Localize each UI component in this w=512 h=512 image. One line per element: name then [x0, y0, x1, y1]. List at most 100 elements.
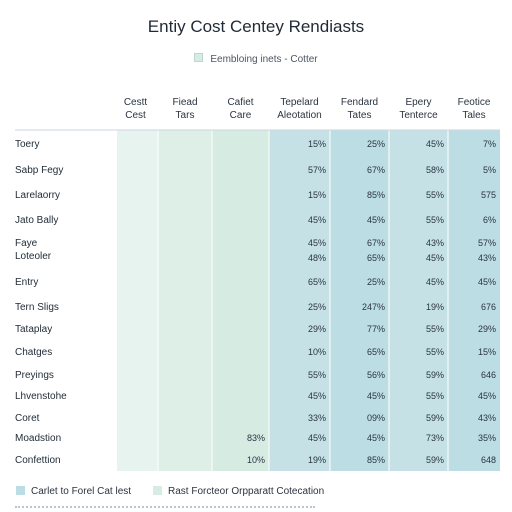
row-label: Jato Bally — [15, 214, 58, 227]
column-header: Fendard Tates — [325, 96, 395, 122]
column-header-line: Tars — [175, 110, 195, 121]
column-band-7 — [448, 130, 500, 471]
column-band-1 — [117, 130, 158, 471]
table-cell: 57% — [307, 165, 326, 175]
column-header-line: Feotice — [457, 97, 491, 108]
row-label: Moadstion — [15, 432, 61, 445]
row-label: Chatges — [15, 346, 52, 359]
table-cell: 45% — [366, 215, 385, 225]
table-cell: 45% — [425, 253, 444, 263]
legend-swatch — [16, 486, 25, 495]
row-label-line: Toery — [15, 139, 40, 150]
table-cell: 65% — [307, 277, 326, 287]
row-label: Larelaorry — [15, 189, 60, 202]
row-label-line: Loteoler — [15, 251, 52, 262]
column-header-line: Epery — [405, 97, 432, 108]
table-cell: 85% — [366, 455, 385, 465]
table-cell: 55% — [307, 370, 326, 380]
table-cell: 77% — [366, 324, 385, 334]
table-cell: 45% — [366, 433, 385, 443]
column-header: Epery Tenterce — [384, 96, 454, 122]
legend-item: Carlet to Forel Cat lest — [16, 486, 131, 497]
table-cell: 45% — [307, 391, 326, 401]
row-label-line: Sabp Fegy — [15, 165, 64, 176]
row-label-line: Moadstion — [15, 433, 62, 444]
row-label-line: Tataplay — [15, 324, 53, 335]
table-cell: 45% — [425, 139, 444, 149]
table-cell: 83% — [246, 433, 265, 443]
column-band-4 — [269, 130, 330, 471]
table-cell: 48% — [307, 253, 326, 263]
row-label-line: Faye — [15, 238, 38, 249]
table-cell: 575 — [480, 190, 496, 200]
table-cell: 55% — [425, 391, 444, 401]
table-cell: 59% — [425, 455, 444, 465]
column-header-line: Care — [229, 110, 252, 121]
table-cell: 67% — [366, 165, 385, 175]
subtitle-text: Eembloing inets - Cotter — [210, 54, 318, 65]
row-label: Entry — [15, 276, 38, 289]
table-cell: 5% — [482, 165, 496, 175]
table-cell: 45% — [307, 238, 326, 248]
table-cell: 29% — [477, 324, 496, 334]
row-label-line: Entry — [15, 277, 39, 288]
row-label-line: Tern Sligs — [15, 302, 59, 313]
table-cell: 15% — [307, 190, 326, 200]
row-label-line: Confettion — [15, 455, 61, 466]
table-cell: 55% — [425, 324, 444, 334]
column-band-6 — [389, 130, 448, 471]
column-header-line: Cest — [125, 110, 146, 121]
table-cell: 59% — [425, 370, 444, 380]
legend-swatch — [153, 486, 162, 495]
chart-subtitle: Eembloing inets - Cotter — [0, 53, 512, 65]
legend-item: Rast Forcteor Orpparatt Cotecation — [153, 486, 324, 497]
table-cell: 33% — [307, 413, 326, 423]
table-cell: 65% — [366, 253, 385, 263]
column-header-line: Tepelard — [280, 97, 319, 108]
table-cell: 6% — [482, 215, 496, 225]
chart-title: Entiy Cost Centey Rendiasts — [147, 17, 365, 36]
table-cell: 43% — [477, 413, 496, 423]
column-header: Tepelard Aleotation — [265, 96, 335, 122]
table-cell: 67% — [366, 238, 385, 248]
table-cell: 25% — [366, 277, 385, 287]
table-cell: 19% — [425, 302, 444, 312]
column-header: Cestt Cest — [101, 96, 171, 122]
row-label: Tern Sligs — [15, 301, 59, 314]
table-cell: 56% — [366, 370, 385, 380]
row-label: Tataplay — [15, 323, 52, 336]
column-header-line: Aleotation — [277, 110, 322, 121]
table-cell: 29% — [307, 324, 326, 334]
row-label: Sabp Fegy — [15, 164, 63, 177]
row-label: Toery — [15, 138, 39, 151]
table-cell: 45% — [307, 433, 326, 443]
table-cell: 45% — [307, 215, 326, 225]
table-cell: 10% — [307, 347, 326, 357]
row-label: Faye Loteoler — [15, 237, 51, 263]
column-header-line: Cafiet — [227, 97, 254, 108]
legend-label: Carlet to Forel Cat lest — [31, 486, 132, 497]
column-header-line: Fendard — [340, 97, 379, 108]
table-cell: 15% — [307, 139, 326, 149]
subtitle-swatch — [194, 53, 204, 62]
table-cell: 43% — [477, 253, 496, 263]
table-cell: 09% — [366, 413, 385, 423]
row-label-line: Lhvenstohe — [15, 391, 67, 402]
row-label-line: Preyings — [15, 370, 54, 381]
column-header-line: Cestt — [123, 97, 148, 108]
table-cell: 15% — [477, 347, 496, 357]
row-label: Coret — [15, 412, 39, 425]
table-cell: 43% — [425, 238, 444, 248]
table-cell: 57% — [477, 238, 496, 248]
row-label: Lhvenstohe — [15, 390, 67, 403]
column-header: Feotice Tales — [439, 96, 509, 122]
table-cell: 247% — [361, 302, 385, 312]
table-cell: 45% — [477, 277, 496, 287]
table-cell: 65% — [366, 347, 385, 357]
table-cell: 45% — [425, 277, 444, 287]
table-cell: 58% — [425, 165, 444, 175]
table-cell: 25% — [307, 302, 326, 312]
row-label-line: Jato Bally — [15, 215, 59, 226]
